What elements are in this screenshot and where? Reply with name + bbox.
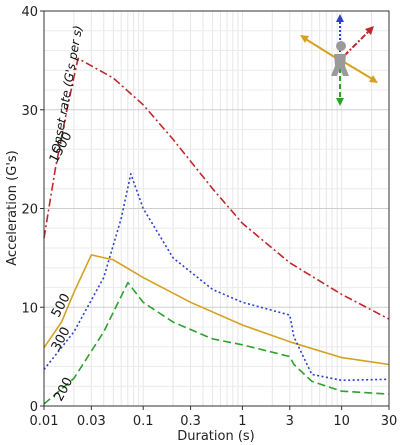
series-lines xyxy=(43,57,390,405)
y-tick-label: 30 xyxy=(21,104,38,119)
grid xyxy=(43,11,390,406)
series-line-300 xyxy=(43,173,390,382)
y-tick-label: 10 xyxy=(21,301,38,316)
y-axis: 0 10 20 30 40 xyxy=(21,5,44,415)
y-tick-label: 20 xyxy=(21,203,38,218)
x-tick-label: 0.3 xyxy=(180,414,201,429)
x-tick-label: 3 xyxy=(286,414,294,429)
x-tick-label: 0.01 xyxy=(30,414,59,429)
curve-label: 300 xyxy=(49,325,74,354)
x-tick-label: 30 xyxy=(381,414,398,429)
x-axis-label: Duration (s) xyxy=(177,429,255,444)
x-tick-label: 1 xyxy=(238,414,246,429)
y-tick-label: 0 xyxy=(30,400,38,415)
x-tick-label: 0.1 xyxy=(133,414,154,429)
series-line-500 xyxy=(43,254,390,366)
series-line-200 xyxy=(43,281,390,405)
y-tick-label: 40 xyxy=(21,5,38,20)
x-tick-label: 0.03 xyxy=(77,414,106,429)
person-axes-icon xyxy=(300,14,378,106)
y-axis-label: Acceleration (G's) xyxy=(5,150,20,265)
curve-label: 500 xyxy=(49,291,74,320)
x-tick-label: 10 xyxy=(333,414,350,429)
x-axis: 0.01 0.03 0.1 0.3 1 3 10 30 xyxy=(30,406,398,429)
